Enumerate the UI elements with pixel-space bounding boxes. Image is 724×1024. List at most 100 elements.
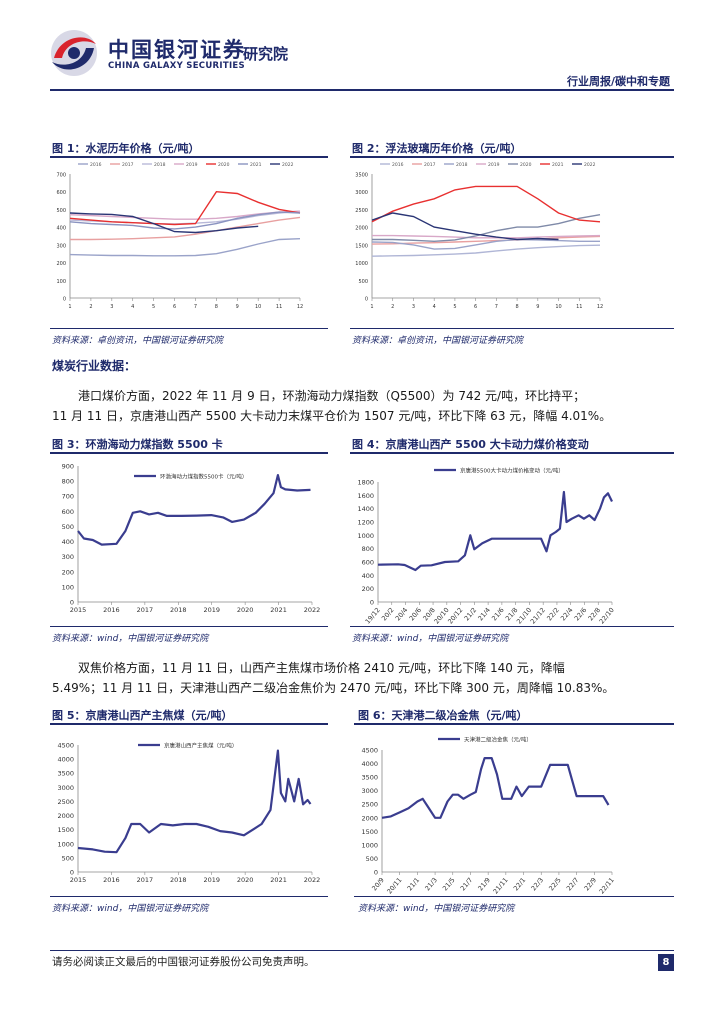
fig4-y-tick-label: 1800: [357, 479, 374, 487]
fig2-legend-label: 2016: [392, 162, 404, 168]
fig5-y-tick-label: 2500: [57, 798, 74, 806]
fig4-series-line: [377, 490, 613, 572]
fig4-x-tick-label: 20/4: [394, 606, 410, 622]
fig3-title-rule: [50, 452, 328, 454]
fig2-title: 图 2：浮法玻璃历年价格（元/吨）: [352, 142, 522, 155]
fig1-x-tick-label: 7: [194, 304, 197, 310]
fig2-series-2019: [372, 234, 601, 239]
fig2-y-tick-label: 3500: [355, 173, 368, 179]
fig1-x-tick-label: 6: [173, 304, 176, 310]
fig6-x-tick-label: 22/11: [598, 876, 616, 895]
fig4-x-tick-label: 20/12: [446, 606, 464, 624]
fig4-x-tick-label: 21/12: [529, 606, 547, 624]
fig5-x-tick-label: 2019: [203, 876, 220, 884]
fig3-y-tick-label: 700: [62, 493, 74, 501]
fig1-y-tick-label: 400: [56, 226, 66, 232]
fig4-y-tick-label: 600: [362, 559, 374, 567]
fig3-y-tick-label: 900: [62, 463, 74, 471]
fig6-y-tick-label: 2000: [361, 814, 378, 822]
fig3-y-tick-label: 500: [62, 523, 74, 531]
fig6-x-tick-label: 21/7: [459, 876, 475, 892]
fig4-x-tick-label: 22/2: [545, 606, 561, 622]
fig3-x-tick-label: 2021: [270, 606, 287, 614]
fig3-x-tick-label: 2020: [237, 606, 254, 614]
report-type: 行业周报/碳中和专题: [566, 75, 670, 88]
fig2-series-2022: [371, 212, 559, 241]
fig2-series-2021: [371, 185, 601, 223]
fig6-x-tick-label: 21/11: [492, 876, 510, 895]
fig2-x-tick-label: 7: [495, 304, 498, 310]
fig6-source-rule: [354, 896, 674, 897]
brand-name-cn: 中国银河证券: [108, 38, 246, 62]
fig2-x-tick-label: 10: [555, 304, 561, 310]
fig6-x-tick-label: 21/3: [423, 876, 439, 892]
fig6-x-tick-label: 22/7: [565, 876, 581, 892]
fig4-x-tick-label: 19/12: [364, 606, 382, 624]
fig3-x-tick-label: 2018: [170, 606, 187, 614]
fig4-y-tick-label: 800: [362, 545, 374, 553]
header-divider: [50, 89, 674, 91]
fig2-series-2018: [371, 238, 600, 250]
fig1-source: 资料来源：卓创资讯，中国银河证券研究院: [52, 336, 224, 346]
fig1-y-tick-label: 500: [56, 208, 66, 214]
fig5-x-tick-label: 2016: [103, 876, 120, 884]
galaxy-logo: [51, 30, 97, 76]
fig5-y-tick-label: 2000: [57, 812, 74, 820]
fig4-y-tick-label: 1200: [357, 519, 374, 527]
fig1-series-2020: [69, 190, 301, 226]
paragraph-2-line-1: 双焦价格方面，11 月 11 日，山西产主焦煤市场价格 2410 元/吨，环比下…: [78, 661, 565, 675]
fig5-x-tick-label: 2018: [170, 876, 187, 884]
fig4-x-tick-label: 21/6: [490, 606, 506, 622]
fig5-title: 图 5：京唐港山西产主焦煤（元/吨）: [52, 709, 233, 722]
fig1-x-tick-label: 3: [110, 304, 113, 310]
fig1-title-rule: [50, 156, 328, 158]
fig1-series-2017: [70, 216, 301, 241]
fig6-y-tick-label: 1000: [361, 841, 378, 849]
fig1-x-tick-label: 10: [255, 304, 261, 310]
fig4-title-rule: [350, 452, 674, 454]
fig6-y-tick-label: 0: [374, 869, 378, 877]
fig1-source-rule: [50, 328, 328, 329]
fig1-legend-label: 2022: [282, 162, 294, 168]
fig2-x-tick-label: 6: [474, 304, 477, 310]
fig4-source: 资料来源：wind，中国银河证券研究院: [352, 634, 509, 644]
fig5-source-rule: [50, 896, 328, 897]
fig6-y-tick-label: 3000: [361, 787, 378, 795]
fig2-y-tick-label: 1000: [355, 261, 368, 267]
fig2-x-tick-label: 12: [597, 304, 603, 310]
fig5-x-tick-label: 2020: [237, 876, 254, 884]
fig3-y-tick-label: 300: [62, 553, 74, 561]
fig5-legend-label: 京唐港山西产主焦煤（元/吨）: [164, 742, 237, 750]
fig4-x-tick-label: 20/2: [380, 606, 396, 622]
fig1-y-tick-label: 600: [56, 190, 66, 196]
fig2-x-tick-label: 1: [370, 304, 373, 310]
fig1-y-tick-label: 300: [56, 243, 66, 249]
fig1-x-tick-label: 5: [152, 304, 155, 310]
fig6-x-tick-label: 22/5: [547, 876, 563, 892]
fig2-legend-label: 2022: [584, 162, 596, 168]
fig2-x-tick-label: 3: [412, 304, 415, 310]
fig3-x-tick-label: 2017: [137, 606, 154, 614]
fig4-title: 图 4：京唐港山西产 5500 大卡动力煤价格变动: [352, 438, 589, 451]
fig1-legend-label: 2021: [250, 162, 262, 168]
fig1-y-tick-label: 0: [63, 297, 66, 303]
fig6-y-tick-label: 2500: [361, 801, 378, 809]
fig1-legend-label: 2020: [218, 162, 230, 168]
fig2-x-tick-label: 2: [391, 304, 394, 310]
fig3-y-tick-label: 600: [62, 508, 74, 516]
fig3-y-tick-label: 800: [62, 478, 74, 486]
fig5-y-tick-label: 3500: [57, 770, 74, 778]
fig2-source-rule: [350, 328, 674, 329]
fig3-x-tick-label: 2015: [70, 606, 87, 614]
fig6-chart: 0 500 1000 1500 2000 2500 3000 3500 4000 4500 20/9…: [361, 736, 616, 896]
fig4-chart: 02004006008001000120014001600180019/1220…: [357, 467, 615, 625]
fig2-y-tick-label: 2500: [355, 208, 368, 214]
fig5-y-tick-label: 1000: [57, 840, 74, 848]
fig1-x-tick-label: 12: [297, 304, 303, 310]
fig2-x-tick-label: 9: [536, 304, 539, 310]
paragraph-1-line-2: 11 月 11 日，京唐港山西产 5500 大卡动力末煤平仓价为 1507 元/…: [52, 409, 612, 423]
fig1-legend-label: 2017: [122, 162, 134, 168]
fig2-title-rule: [350, 156, 674, 158]
fig4-x-tick-label: 21/4: [476, 606, 492, 622]
fig5-y-tick-label: 500: [62, 854, 74, 862]
